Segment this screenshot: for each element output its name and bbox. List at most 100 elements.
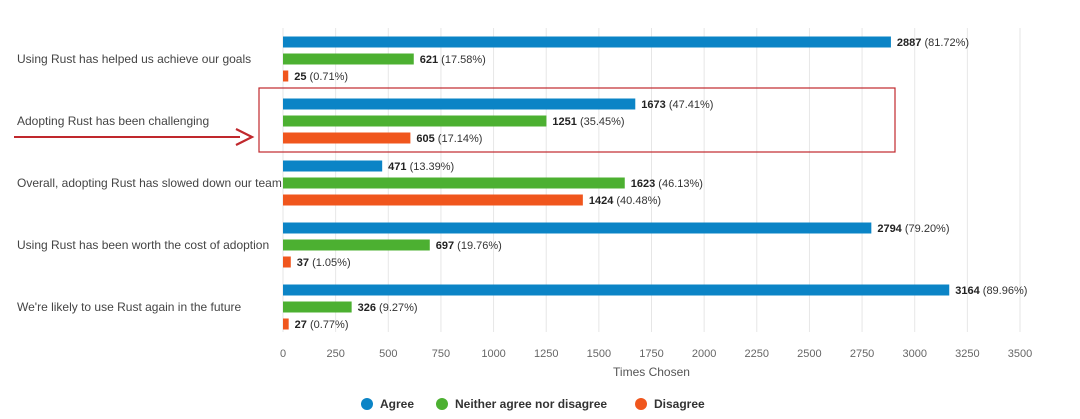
data-value: 1623	[631, 178, 655, 190]
x-tick-label: 1750	[639, 348, 663, 360]
x-tick-label: 2500	[797, 348, 821, 360]
data-label: 2794 (79.20%)	[877, 223, 949, 235]
data-percent: (1.05%)	[309, 257, 351, 269]
data-percent: (17.14%)	[435, 133, 483, 145]
data-value: 471	[388, 161, 406, 173]
bar-agree[interactable]	[283, 284, 950, 296]
data-label: 471 (13.39%)	[388, 161, 454, 173]
x-tick-label: 750	[432, 348, 450, 360]
data-value: 25	[294, 71, 306, 83]
category-label: Using Rust has helped us achieve our goa…	[17, 52, 251, 66]
data-percent: (40.48%)	[613, 195, 661, 207]
data-value: 1251	[552, 116, 576, 128]
bar-disagree[interactable]	[283, 132, 411, 144]
data-label: 27 (0.77%)	[295, 319, 349, 331]
data-value: 326	[358, 302, 376, 314]
bar-neither-agree-nor-disagree[interactable]	[283, 115, 547, 127]
data-percent: (17.58%)	[438, 54, 486, 66]
bar-agree[interactable]	[283, 222, 872, 234]
legend-item[interactable]: Neither agree nor disagree	[436, 397, 607, 411]
x-tick-label: 500	[379, 348, 397, 360]
bar-neither-agree-nor-disagree[interactable]	[283, 239, 430, 251]
data-percent: (19.76%)	[454, 240, 502, 252]
data-value: 2887	[897, 37, 921, 49]
data-label: 2887 (81.72%)	[897, 37, 969, 49]
data-value: 697	[436, 240, 454, 252]
data-label: 37 (1.05%)	[297, 257, 351, 269]
legend-marker	[436, 398, 448, 410]
data-percent: (13.39%)	[407, 161, 455, 173]
x-tick-label: 2000	[692, 348, 716, 360]
data-percent: (35.45%)	[577, 116, 625, 128]
x-tick-label: 2750	[850, 348, 874, 360]
x-tick-label: 0	[280, 348, 286, 360]
data-value: 1673	[641, 99, 665, 111]
data-label: 1251 (35.45%)	[552, 116, 624, 128]
bar-agree[interactable]	[283, 160, 383, 172]
data-label: 1673 (47.41%)	[641, 99, 713, 111]
data-labels: 2887 (81.72%) 621 (17.58%) 25 (0.71%) 1673 …	[294, 37, 1027, 331]
bar-disagree[interactable]	[283, 256, 291, 268]
x-tick-label: 2250	[745, 348, 769, 360]
data-value: 605	[416, 133, 434, 145]
legend-item[interactable]: Agree	[361, 397, 414, 411]
legend-label: Disagree	[654, 397, 705, 411]
bar-disagree[interactable]	[283, 70, 289, 82]
data-label: 1424 (40.48%)	[589, 195, 661, 207]
data-percent: (79.20%)	[902, 223, 950, 235]
bar-disagree[interactable]	[283, 318, 289, 330]
arrow-head	[235, 128, 255, 146]
bar-agree[interactable]	[283, 98, 636, 110]
data-percent: (89.96%)	[980, 285, 1028, 297]
bar-disagree[interactable]	[283, 194, 583, 206]
data-value: 2794	[877, 223, 902, 235]
data-percent: (81.72%)	[921, 37, 969, 49]
legend-label: Agree	[380, 397, 414, 411]
bar-agree[interactable]	[283, 36, 891, 48]
data-percent: (0.77%)	[307, 319, 349, 331]
data-label: 3164 (89.96%)	[955, 285, 1027, 297]
data-value: 37	[297, 257, 309, 269]
x-axis-ticks: 0 250 500 750 1000 1250 1500 1750 2000 2250 2500 27…	[280, 348, 1032, 360]
x-tick-label: 1000	[481, 348, 505, 360]
category-label: We're likely to use Rust again in the fu…	[17, 300, 242, 314]
data-value: 27	[295, 319, 307, 331]
x-tick-label: 250	[326, 348, 344, 360]
data-label: 621 (17.58%)	[420, 54, 486, 66]
data-percent: (0.71%)	[307, 71, 349, 83]
x-axis-title: Times Chosen	[613, 365, 690, 379]
data-label: 326 (9.27%)	[358, 302, 418, 314]
legend: Agree Neither agree nor disagree Disagree	[361, 397, 705, 411]
bar-neither-agree-nor-disagree[interactable]	[283, 53, 414, 65]
data-percent: (47.41%)	[666, 99, 714, 111]
data-value: 3164	[955, 285, 980, 297]
data-value: 621	[420, 54, 438, 66]
bars	[283, 36, 950, 330]
legend-label: Neither agree nor disagree	[455, 397, 607, 411]
x-tick-label: 1250	[534, 348, 558, 360]
highlight-box	[258, 87, 896, 153]
data-label: 697 (19.76%)	[436, 240, 502, 252]
x-tick-label: 3500	[1008, 348, 1032, 360]
legend-item[interactable]: Disagree	[635, 397, 705, 411]
data-label: 25 (0.71%)	[294, 71, 348, 83]
category-labels: Using Rust has helped us achieve our goa…	[17, 52, 282, 314]
bar-neither-agree-nor-disagree[interactable]	[283, 301, 352, 313]
x-tick-label: 3250	[955, 348, 979, 360]
bar-neither-agree-nor-disagree[interactable]	[283, 177, 625, 189]
data-value: 1424	[589, 195, 614, 207]
data-label: 605 (17.14%)	[416, 133, 482, 145]
data-label: 1623 (46.13%)	[631, 178, 703, 190]
data-percent: (46.13%)	[655, 178, 703, 190]
data-percent: (9.27%)	[376, 302, 418, 314]
x-tick-label: 1500	[587, 348, 611, 360]
legend-marker	[361, 398, 373, 410]
x-tick-label: 3000	[902, 348, 926, 360]
legend-marker	[635, 398, 647, 410]
category-label: Adopting Rust has been challenging	[17, 114, 209, 128]
category-label: Using Rust has been worth the cost of ad…	[17, 238, 269, 252]
category-label: Overall, adopting Rust has slowed down o…	[17, 176, 282, 190]
annotation-arrow	[14, 128, 255, 146]
